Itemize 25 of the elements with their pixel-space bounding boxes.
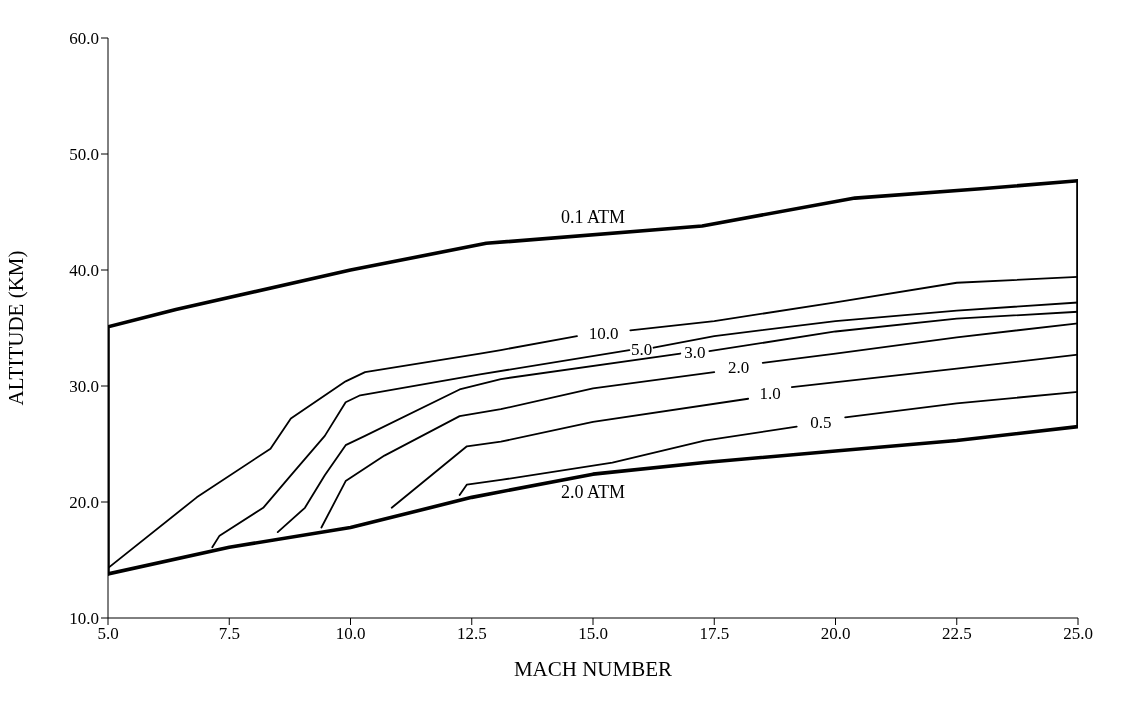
y-axis-title: ALTITUDE (KM) bbox=[4, 250, 29, 406]
x-axis-title: MACH NUMBER bbox=[513, 657, 673, 681]
x-tick-label: 22.5 bbox=[941, 624, 972, 644]
series-label: 3.0 bbox=[684, 343, 706, 363]
y-tick-label: 10.0 bbox=[69, 609, 99, 629]
series-label: 0.1 ATM bbox=[560, 206, 626, 227]
series-label: 2.0 ATM bbox=[560, 482, 626, 503]
x-tick-label: 7.5 bbox=[218, 624, 240, 644]
x-tick-label: 15.0 bbox=[578, 624, 608, 644]
y-tick-label: 20.0 bbox=[69, 493, 99, 513]
x-tick-label: 5.0 bbox=[97, 624, 119, 644]
y-tick-label: 60.0 bbox=[69, 29, 99, 49]
series-label: 0.5 bbox=[810, 412, 832, 432]
y-tick-label: 30.0 bbox=[69, 377, 99, 397]
y-tick-label: 40.0 bbox=[69, 261, 99, 281]
series-label: 5.0 bbox=[630, 339, 653, 359]
x-tick-label: 25.0 bbox=[1063, 624, 1093, 644]
series-label: 2.0 bbox=[727, 358, 750, 378]
x-tick-label: 20.0 bbox=[820, 624, 851, 644]
series-label: 1.0 bbox=[759, 383, 781, 403]
x-tick-label: 12.5 bbox=[456, 624, 487, 644]
x-tick-label: 10.0 bbox=[335, 624, 366, 644]
series-label: 10.0 bbox=[588, 324, 619, 344]
x-tick-label: 17.5 bbox=[699, 624, 730, 644]
y-tick-label: 50.0 bbox=[69, 145, 99, 165]
